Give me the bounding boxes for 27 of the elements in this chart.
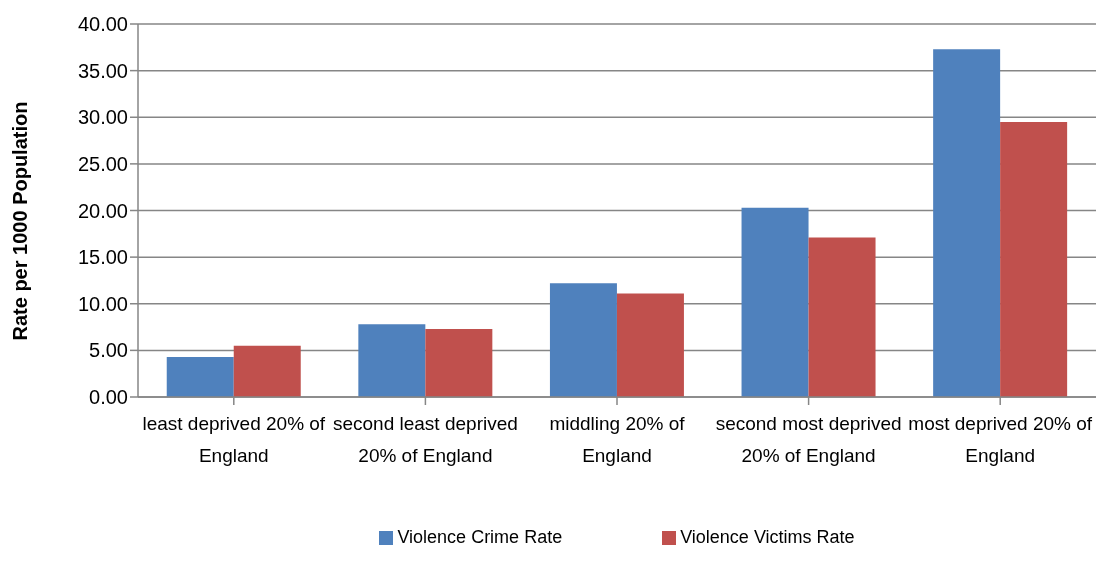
bar	[358, 324, 426, 397]
bar	[1000, 121, 1068, 397]
y-axis-title: Rate per 1000 Population	[9, 101, 32, 341]
bar	[166, 356, 234, 397]
bar	[741, 207, 809, 397]
y-tick-label: 10.00	[77, 292, 128, 315]
bar	[933, 49, 1001, 397]
x-tick-label: middling 20% of England	[549, 413, 686, 467]
y-tick-label: 15.00	[77, 246, 128, 269]
bar	[616, 293, 684, 397]
y-tick-label: 35.00	[77, 59, 128, 82]
x-tick-label: second least deprived 20% of England	[332, 413, 518, 467]
y-tick-label: 0.00	[89, 386, 128, 409]
legend-label: Violence Victims Rate	[680, 527, 855, 547]
y-tick-label: 40.00	[77, 13, 128, 36]
y-tick-label: 30.00	[77, 106, 128, 129]
x-tick-label: most deprived 20% of England	[908, 413, 1093, 467]
legend-label: Violence Crime Rate	[397, 527, 563, 547]
x-tick-label: least deprived 20% of England	[142, 413, 326, 467]
bar	[233, 345, 301, 397]
y-tick-label: 25.00	[77, 152, 128, 175]
y-tick-label: 20.00	[77, 199, 128, 222]
bar	[425, 328, 493, 397]
bar	[549, 283, 617, 397]
x-tick-label: second most deprived 20% of England	[715, 413, 902, 467]
y-tick-label: 5.00	[89, 339, 128, 362]
bar	[808, 237, 876, 397]
